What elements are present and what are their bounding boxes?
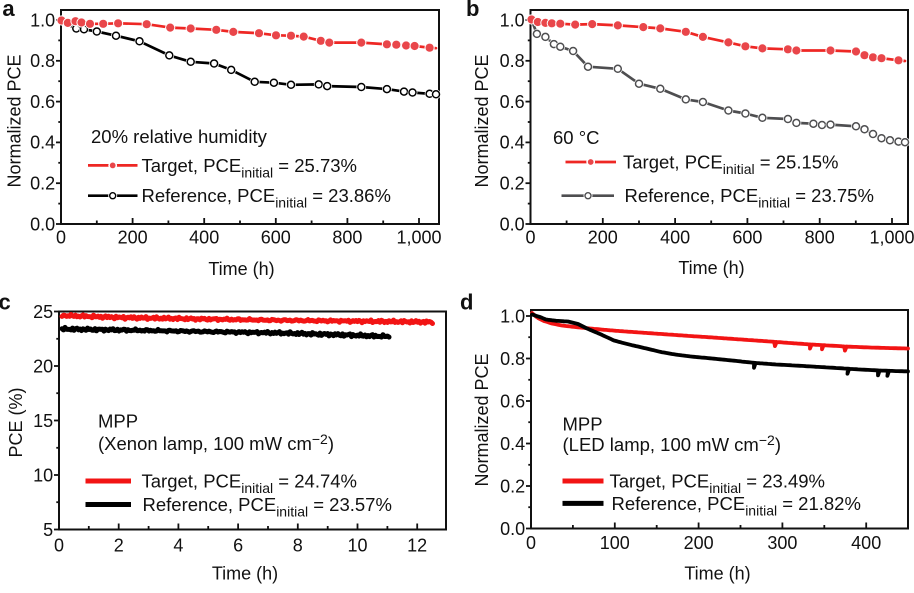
svg-text:300: 300	[767, 533, 797, 553]
svg-text:5: 5	[43, 520, 53, 540]
svg-text:0.6: 0.6	[30, 92, 55, 112]
svg-text:0.8: 0.8	[500, 349, 525, 369]
svg-text:600: 600	[261, 228, 291, 248]
svg-text:8: 8	[293, 536, 303, 556]
svg-text:0.4: 0.4	[500, 434, 525, 454]
svg-text:0.6: 0.6	[500, 391, 525, 411]
svg-text:MPP: MPP	[563, 413, 603, 434]
svg-text:0.8: 0.8	[500, 51, 525, 71]
svg-text:200: 200	[118, 228, 148, 248]
svg-text:0.8: 0.8	[30, 51, 55, 71]
svg-text:2: 2	[114, 536, 124, 556]
svg-text:Normalized PCE: Normalized PCE	[472, 54, 492, 187]
svg-text:6: 6	[233, 536, 243, 556]
svg-text:0.2: 0.2	[500, 174, 525, 194]
svg-text:d: d	[460, 290, 473, 315]
svg-text:0: 0	[525, 228, 535, 248]
svg-text:200: 200	[684, 533, 714, 553]
svg-text:400: 400	[851, 533, 881, 553]
svg-text:0.0: 0.0	[500, 519, 525, 539]
svg-text:0.6: 0.6	[500, 92, 525, 112]
svg-text:(Xenon lamp, 100 mW cm−2): (Xenon lamp, 100 mW cm−2)	[98, 431, 334, 454]
svg-text:Normalized PCE: Normalized PCE	[5, 54, 25, 187]
svg-text:c: c	[0, 290, 11, 315]
svg-text:600: 600	[732, 228, 762, 248]
svg-text:1.0: 1.0	[500, 306, 525, 326]
svg-text:20: 20	[33, 356, 53, 376]
svg-text:0.4: 0.4	[30, 133, 55, 153]
svg-text:0: 0	[56, 228, 66, 248]
svg-text:10: 10	[347, 536, 367, 556]
svg-text:Time (h): Time (h)	[208, 259, 274, 279]
svg-text:0.2: 0.2	[30, 174, 55, 194]
svg-text:12: 12	[407, 536, 427, 556]
svg-text:1,000: 1,000	[396, 228, 441, 248]
svg-text:Time (h): Time (h)	[212, 564, 278, 584]
svg-text:a: a	[2, 0, 15, 21]
svg-text:100: 100	[600, 533, 630, 553]
svg-text:0.0: 0.0	[500, 214, 525, 234]
svg-text:(LED lamp, 100 mW cm−2): (LED lamp, 100 mW cm−2)	[563, 432, 782, 455]
svg-text:1.0: 1.0	[500, 10, 525, 30]
svg-text:800: 800	[332, 228, 362, 248]
svg-text:60 °C: 60 °C	[553, 127, 599, 148]
svg-text:400: 400	[189, 228, 219, 248]
svg-text:Normalized PCE: Normalized PCE	[472, 353, 492, 486]
svg-text:1.0: 1.0	[30, 10, 55, 30]
svg-text:0: 0	[54, 536, 64, 556]
svg-text:0: 0	[526, 533, 536, 553]
svg-text:MPP: MPP	[98, 411, 138, 432]
svg-text:15: 15	[33, 411, 53, 431]
svg-text:20% relative humidity: 20% relative humidity	[91, 126, 268, 147]
svg-text:0.4: 0.4	[500, 133, 525, 153]
svg-text:PCE (%): PCE (%)	[6, 387, 26, 457]
svg-text:800: 800	[805, 228, 835, 248]
svg-text:10: 10	[33, 465, 53, 485]
svg-text:Time (h): Time (h)	[684, 564, 750, 584]
svg-text:1,000: 1,000	[869, 228, 914, 248]
svg-text:200: 200	[588, 228, 618, 248]
svg-text:Time (h): Time (h)	[678, 258, 744, 278]
svg-text:400: 400	[660, 228, 690, 248]
svg-text:0.0: 0.0	[30, 214, 55, 234]
svg-text:25: 25	[33, 302, 53, 322]
svg-text:4: 4	[173, 536, 183, 556]
svg-text:b: b	[466, 0, 479, 21]
svg-text:0.2: 0.2	[500, 476, 525, 496]
